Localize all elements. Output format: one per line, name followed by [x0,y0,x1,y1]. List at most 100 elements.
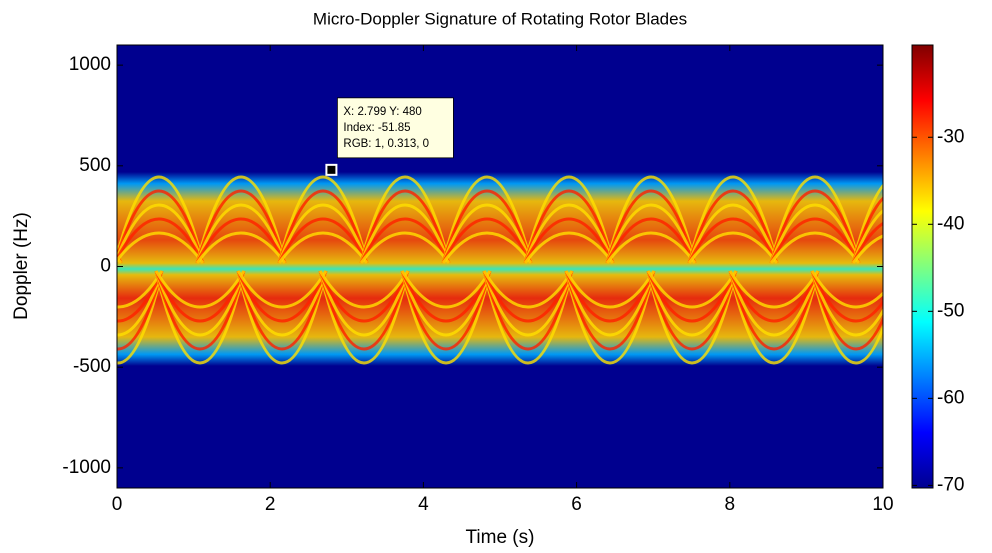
texture-arc [117,270,164,365]
texture-arc [769,175,861,264]
texture-arc [400,270,492,351]
texture-arc [236,270,328,337]
texture-arc [154,270,246,365]
texture-arc [154,270,246,351]
datatip-marker [325,163,338,176]
texture-arc [359,189,451,264]
datatip-text: Index: -51.85 [343,122,410,134]
y-tick-label: -1000 [62,457,111,478]
texture-arc [646,270,738,351]
texture-arc [117,175,205,264]
texture-arc [359,217,451,264]
texture-arc [646,270,738,309]
texture-arc [154,270,246,309]
texture-arc [646,270,738,365]
texture-arc [810,270,883,365]
texture-arc [564,270,656,337]
x-tick-label: 6 [571,494,582,515]
texture-arc [400,270,492,309]
texture-arc [117,270,164,323]
texture-arc [117,189,205,264]
texture-arc [728,270,820,323]
y-tick-label: 1000 [69,54,111,75]
texture-arc [154,270,246,323]
y-tick-label: 0 [100,256,111,277]
texture-arc [976,271,992,349]
texture-arc [646,270,738,337]
texture-arc [318,270,410,309]
texture-arc [359,203,451,264]
colorbar-tick-label: -60 [937,387,964,408]
texture-arc [482,270,574,365]
texture-arc [769,203,861,264]
texture-arc [359,175,451,264]
x-tick-label: 2 [265,494,276,515]
texture-arc [195,231,287,264]
datatip-text: X: 2.799 Y: 480 [343,106,421,118]
texture-arc [117,203,205,264]
colorbar-tick-label: -30 [937,126,964,147]
texture-arc [976,271,992,307]
texture-arc [523,231,615,264]
texture-arc [564,270,656,323]
texture-arc [359,231,451,264]
texture-arc [277,189,369,264]
texture-arc [851,209,883,264]
texture-arc [564,270,656,351]
texture-arc [769,189,861,264]
texture-arc [318,270,410,323]
x-axis-label: Time (s) [466,527,535,548]
y-tick-label: -500 [73,356,111,377]
texture-arc [810,270,883,323]
texture-arc [728,270,820,351]
texture-arc [441,203,533,264]
colorbar-tick-label: -50 [937,300,964,321]
texture-arc [851,196,883,264]
texture-arc [605,189,697,264]
texture-arc [400,270,492,337]
colorbar-tick-label: -70 [937,474,964,495]
texture-arc [523,203,615,264]
texture-arc [277,203,369,264]
texture-arc [195,175,287,264]
texture-arc [236,270,328,365]
texture-arc [400,270,492,323]
texture-arc [564,270,656,365]
texture-arc [976,271,992,335]
texture-arc [769,231,861,264]
texture-arc [441,231,533,264]
texture-arc [687,203,779,264]
spectrogram-texture [117,172,992,366]
texture-arc [687,217,779,264]
texture-arc [318,270,410,365]
texture-arc [687,231,779,264]
y-axis-label: Doppler (Hz) [11,212,32,320]
texture-arc [441,175,533,264]
texture-arc [117,270,164,351]
texture-arc [117,249,123,264]
colorbar-tick-label: -40 [937,213,964,234]
texture-arc [605,203,697,264]
texture-arc [117,242,123,264]
texture-arc [236,270,328,323]
texture-arc [605,231,697,264]
texture-arc [976,271,992,363]
texture-arc [117,217,205,264]
spectrogram-band [117,172,883,366]
texture-arc [810,270,883,337]
texture-arc [728,270,820,365]
texture-arc [523,217,615,264]
texture-arc [564,270,656,309]
texture-arc [769,217,861,264]
datatip-text: RGB: 1, 0.313, 0 [343,138,429,150]
texture-arc [117,270,164,337]
texture-arc [195,189,287,264]
texture-arc [154,270,246,337]
colorbar [911,44,934,489]
texture-arc [318,270,410,337]
texture-arc [236,270,328,351]
texture-arc [277,217,369,264]
texture-arc [277,231,369,264]
datatip-box [337,97,454,159]
